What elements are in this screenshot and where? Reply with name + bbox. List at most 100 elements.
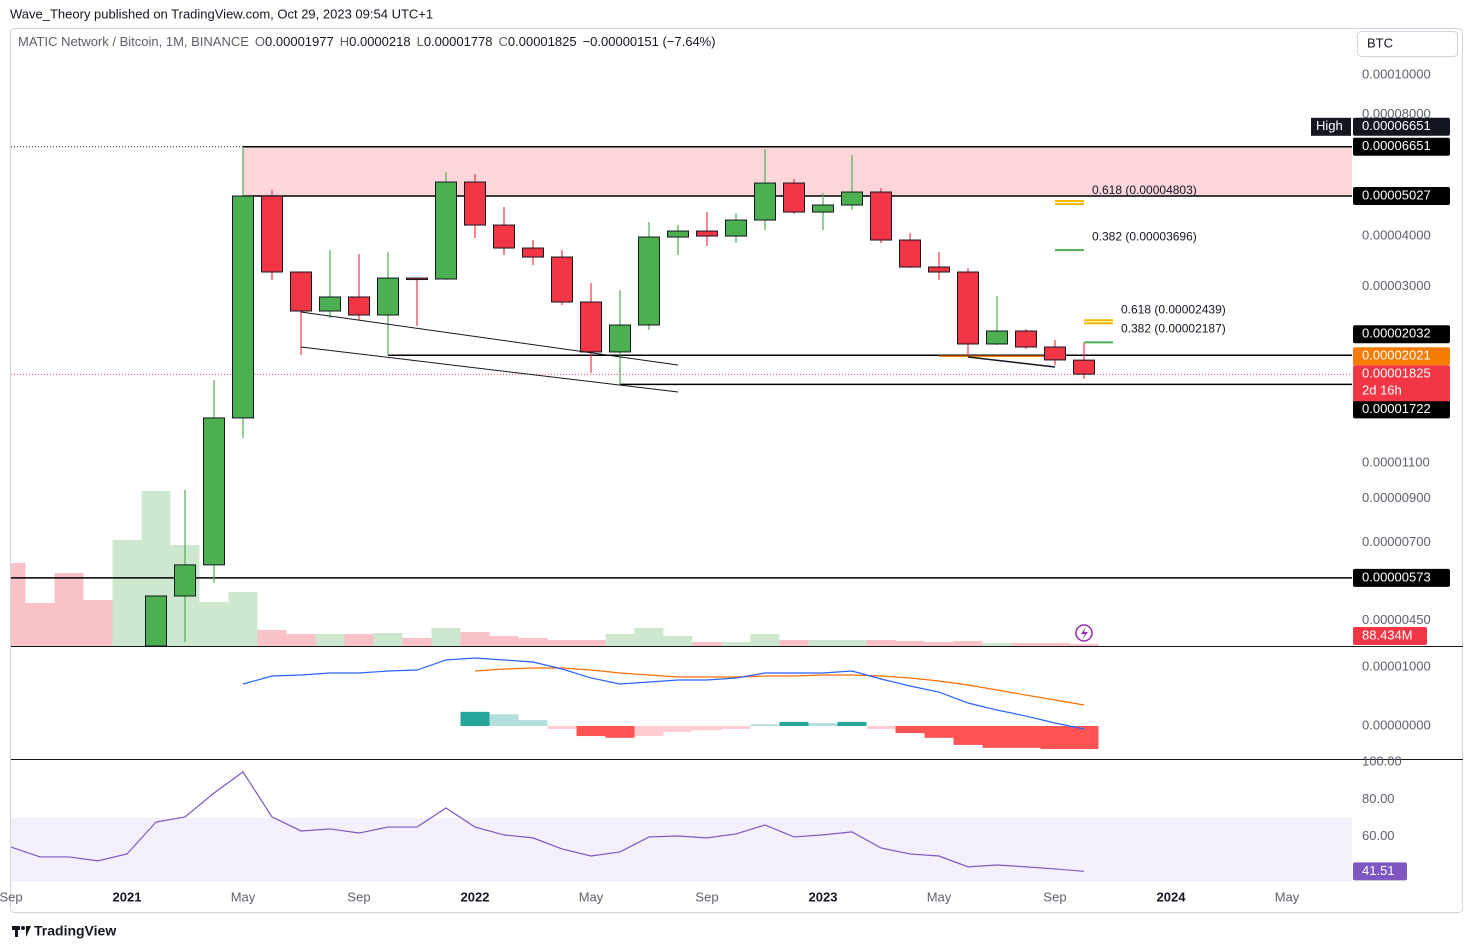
level-box (1353, 325, 1450, 344)
candle-body (1015, 330, 1037, 348)
y-tick-label: 0.00001100 (1362, 455, 1430, 470)
y-tick-label: 0.00000900 (1362, 490, 1431, 505)
level-box-label: 0.00000573 (1362, 569, 1431, 584)
candle-body (522, 247, 544, 258)
volume-bar (431, 628, 461, 646)
level-box-label: 0.00005027 (1362, 187, 1431, 202)
rsi-tick-label: 60.00 (1362, 828, 1395, 843)
volume-bar (895, 641, 925, 646)
volume-bar (344, 634, 374, 646)
volume-bar (924, 642, 954, 646)
fib-label: 0.382 (0.00002187) (1121, 322, 1226, 336)
volume-bar (257, 630, 287, 646)
macd-histogram-bar (779, 721, 809, 727)
macd-histogram-bar (953, 726, 983, 745)
volume-bar (866, 640, 896, 646)
volume-bar (112, 540, 142, 646)
axes: 0.00010000 0.00008000 0.00004000 0.00003000… (0, 67, 1450, 904)
fib-label: 0.618 (0.00002439) (1121, 302, 1226, 316)
y-tick-label: 0.00000700 (1362, 534, 1431, 549)
currency-button[interactable] (1357, 31, 1458, 57)
macd-histogram-bar (866, 726, 896, 729)
volume-label: 88.434M (1362, 627, 1413, 642)
candle-body (348, 296, 370, 316)
rsi-band (11, 818, 1352, 882)
candle-body (551, 256, 573, 303)
legend-key: L (417, 34, 424, 49)
legend-value: 0.00001825 (508, 34, 577, 49)
macd-histogram-bar (576, 726, 606, 737)
price-box (1353, 365, 1450, 402)
x-tick-label: Sep (1043, 889, 1066, 904)
candle-body (899, 239, 921, 268)
macd-signal-line (474, 667, 1085, 706)
volume-bar (953, 641, 983, 646)
volume-bar (11, 563, 26, 646)
x-tick-label: May (927, 889, 952, 904)
event-icon[interactable] (1075, 624, 1093, 642)
legend-value: 0.0000218 (349, 34, 410, 49)
y-tick-label: 0.00010000 (1362, 67, 1431, 82)
volume-bar (750, 634, 780, 646)
volume-bar (1040, 643, 1070, 646)
high-tag-box (1311, 117, 1351, 136)
fib-label: 0.618 (0.00004803) (1092, 183, 1197, 197)
macd-histogram-bar (692, 726, 722, 731)
candle-body (232, 195, 254, 419)
level-box-label: 0.00001722 (1362, 401, 1431, 416)
candle-body (145, 595, 167, 646)
frame (10, 28, 1463, 913)
level-box-label: 0.00006651 (1362, 138, 1431, 153)
macd-histogram-bar (605, 726, 635, 738)
level-box-label: 0.00006651 (1362, 118, 1431, 133)
macd-histogram-bar (982, 726, 1012, 748)
macd-histogram-bar (634, 726, 664, 737)
volume-bar (315, 634, 345, 646)
volume-bar (982, 643, 1012, 646)
macd-pane (242, 657, 1099, 750)
rsi-box (1353, 862, 1407, 881)
candle-body (1044, 346, 1066, 361)
rsi-line (11, 771, 1085, 872)
event-icon-bolt (1081, 627, 1088, 640)
countdown: 2d 16h (1362, 383, 1402, 398)
volume-bar (1069, 643, 1099, 646)
x-tick-label: May (231, 889, 256, 904)
x-tick-label: Sep (0, 889, 23, 904)
x-tick-label: Sep (695, 889, 718, 904)
x-tick-label: 2022 (461, 889, 490, 904)
macd-histogram-bar (895, 726, 925, 734)
volume-bar (837, 640, 867, 646)
level-box (1353, 137, 1450, 156)
byline: Wave_Theory published on TradingView.com… (10, 6, 433, 21)
candle-body (928, 266, 950, 273)
candle-body (725, 219, 747, 237)
rsi-pane (11, 771, 1352, 882)
overlay: 0.618 (0.00004803) 0.382 (0.00003696) 0.61… (300, 183, 1226, 642)
x-tick-label: 2021 (113, 889, 142, 904)
volume-bar (518, 638, 548, 646)
macd-histogram-bar (1011, 726, 1041, 748)
x-tick-label: 2024 (1157, 889, 1187, 904)
legend-title: MATIC Network / Bitcoin, 1M, BINANCE (18, 34, 249, 49)
candle-body (290, 271, 312, 312)
volume-bar (576, 640, 606, 646)
candle-body (812, 204, 834, 213)
main-pane (11, 146, 1352, 646)
macd-histogram-bar (721, 726, 751, 729)
candle-body (377, 277, 399, 316)
volume-bar (25, 603, 55, 646)
y-tick-label: 0.00004000 (1362, 228, 1431, 243)
volume-bar (199, 602, 229, 646)
legend-key: O (255, 34, 265, 49)
candle-body (406, 277, 428, 281)
footer-brand: TradingView (34, 923, 116, 939)
candle-body (174, 564, 196, 597)
level-box (1353, 400, 1450, 419)
legend-change: −0.00000151 (−7.64%) (583, 34, 716, 49)
macd-histogram-bar (808, 723, 838, 727)
level-box (1353, 568, 1450, 587)
candle-body (203, 417, 225, 566)
legend: MATIC Network / Bitcoin, 1M, BINANCE O 0.0… (18, 34, 716, 49)
